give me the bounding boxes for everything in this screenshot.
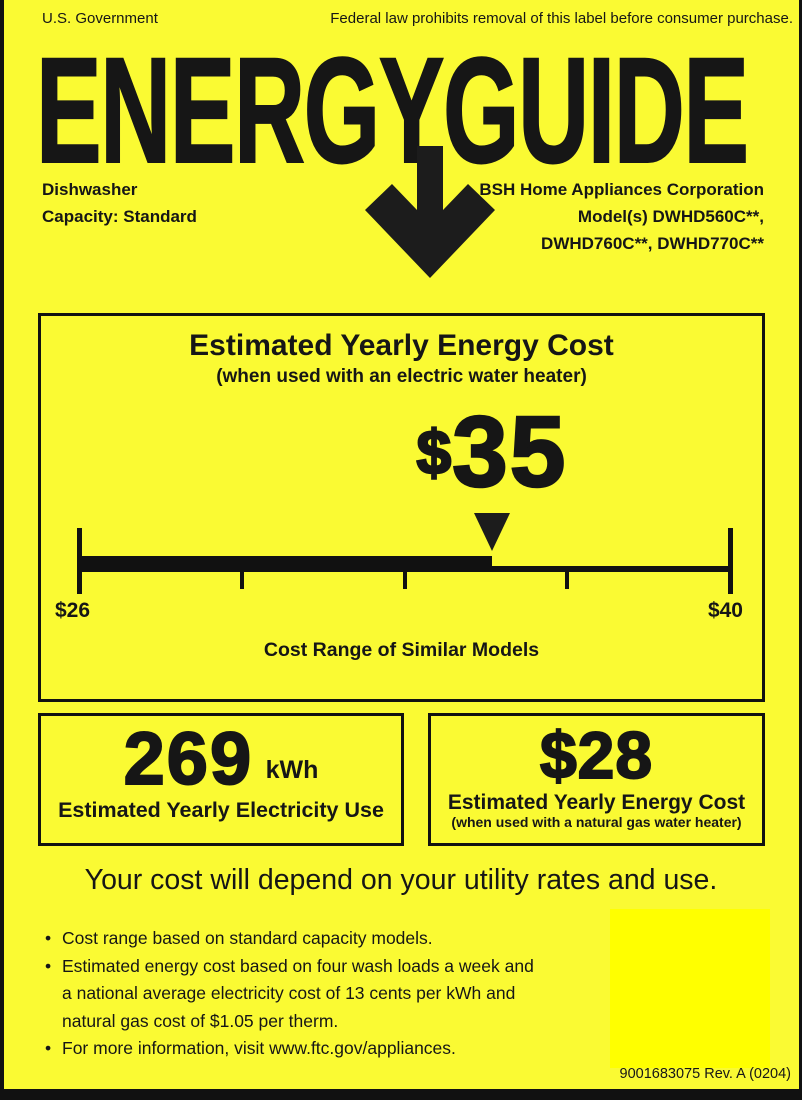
scale-tick-q3 bbox=[565, 572, 569, 589]
label-edge-left bbox=[0, 0, 4, 1100]
electricity-value: 269 bbox=[123, 717, 254, 800]
product-type: Dishwasher bbox=[42, 180, 138, 199]
footnotes-list: • Cost range based on standard capacity … bbox=[45, 925, 545, 1063]
electricity-unit: kWh bbox=[265, 756, 319, 784]
bullet-icon: • bbox=[45, 928, 52, 948]
bullet-icon: • bbox=[45, 1038, 52, 1058]
label-edge-right bbox=[799, 0, 802, 1100]
yearly-energy-cost-box: Estimated Yearly Energy Cost (when used … bbox=[38, 313, 765, 702]
cost-range-caption: Cost Range of Similar Models bbox=[263, 639, 540, 661]
footnote-item: • For more information, visit www.ftc.go… bbox=[45, 1035, 545, 1063]
cost-marker-triangle bbox=[474, 513, 510, 551]
scale-tick-max bbox=[728, 528, 733, 594]
label-edge-bottom bbox=[0, 1089, 802, 1100]
gas-cost-label: Estimated Yearly Energy Cost bbox=[447, 791, 746, 815]
cost-number: 35 bbox=[451, 396, 568, 508]
scale-max-label: $40 bbox=[707, 599, 743, 622]
cost-currency-symbol: $ bbox=[415, 418, 453, 490]
electricity-use-box: 269 kWh Estimated Yearly Electricity Use bbox=[38, 713, 404, 846]
manufacturer-name: BSH Home Appliances Corporation bbox=[479, 180, 764, 199]
manufacturer-info: BSH Home Appliances Corporation Model(s)… bbox=[479, 176, 764, 257]
electricity-value-row: 269 kWh bbox=[41, 717, 401, 800]
footnote-item: • Estimated energy cost based on four wa… bbox=[45, 953, 545, 1036]
us-government-text: U.S. Government bbox=[42, 10, 158, 27]
energy-cost-subtitle: (when used with an electric water heater… bbox=[216, 366, 587, 387]
product-capacity: Capacity: Standard bbox=[42, 207, 197, 226]
model-numbers-2: DWHD760C**, DWHD770C** bbox=[541, 234, 764, 253]
electricity-use-label: Estimated Yearly Electricity Use bbox=[58, 798, 384, 822]
part-number-revision: 9001683075 Rev. A (0204) bbox=[619, 1066, 791, 1082]
gas-cost-sublabel: (when used with a natural gas water heat… bbox=[451, 814, 742, 831]
model-numbers-1: Model(s) DWHD560C**, bbox=[577, 207, 764, 226]
energyguide-logo: ENERGYGUIDE bbox=[35, 26, 749, 194]
estimated-cost-value: $35 bbox=[372, 401, 612, 504]
scale-tick-q1 bbox=[240, 572, 244, 589]
bullet-icon: • bbox=[45, 955, 52, 976]
footnote-item: • Cost range based on standard capacity … bbox=[45, 925, 545, 953]
energy-cost-title: Estimated Yearly Energy Cost bbox=[189, 329, 614, 362]
product-info: Dishwasher Capacity: Standard bbox=[42, 176, 197, 230]
scale-tick-q2 bbox=[403, 572, 407, 589]
footnote-text: Estimated energy cost based on four wash… bbox=[62, 955, 534, 1031]
scale-min-label: $26 bbox=[55, 599, 91, 622]
footnote-text: Cost range based on standard capacity mo… bbox=[62, 928, 433, 948]
footnote-text: For more information, visit www.ftc.gov/… bbox=[62, 1038, 456, 1058]
gas-cost-value: $28 bbox=[539, 718, 654, 792]
scale-range-bar bbox=[77, 556, 492, 572]
blank-highlight-area bbox=[610, 909, 770, 1068]
down-arrow-icon bbox=[365, 146, 495, 278]
utility-rates-disclaimer: Your cost will depend on your utility ra… bbox=[84, 864, 718, 896]
federal-law-notice: Federal law prohibits removal of this la… bbox=[330, 10, 793, 27]
gas-cost-box: $28 Estimated Yearly Energy Cost (when u… bbox=[428, 713, 765, 846]
